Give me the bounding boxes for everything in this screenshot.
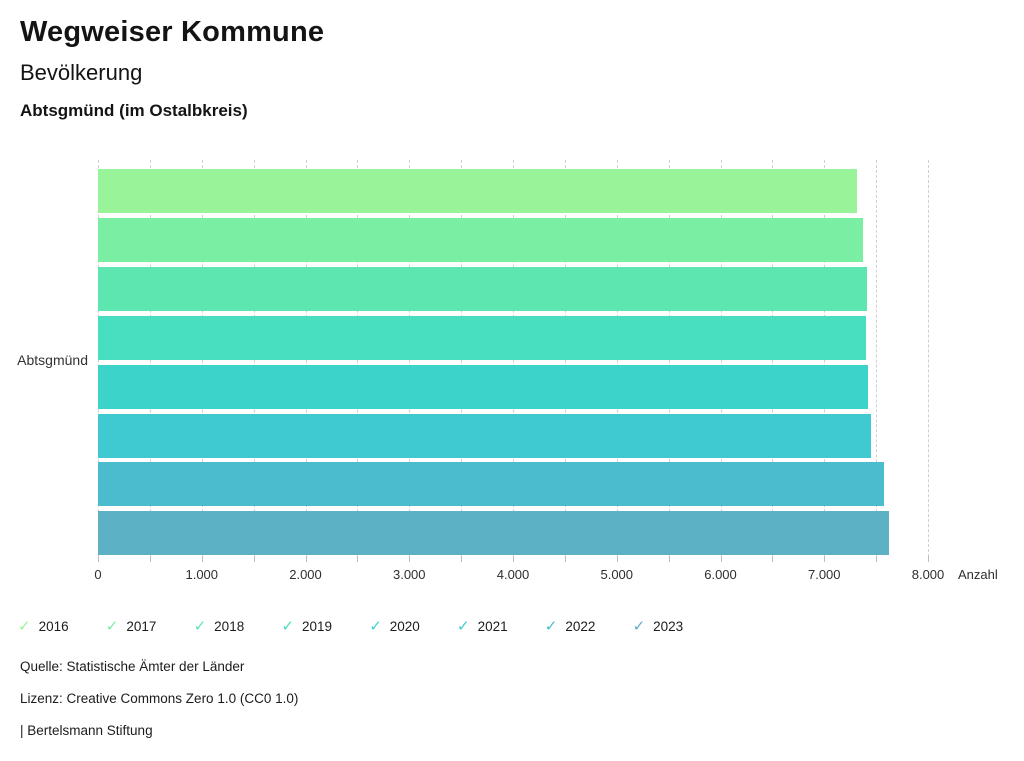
bars	[98, 160, 928, 562]
legend-item-2023[interactable]: ✓ 2023	[633, 618, 721, 636]
axis-tick	[564, 556, 566, 562]
check-icon: ✓	[544, 618, 558, 635]
gridline	[668, 160, 670, 562]
check-icon: ✓	[18, 618, 31, 635]
header: Wegweiser Kommune Bevölkerung Abtsgmünd …	[20, 16, 324, 121]
axis-tick	[668, 556, 670, 562]
axis-tick	[409, 556, 411, 562]
bar-2020[interactable]	[98, 364, 869, 409]
source-text: Quelle: Statistische Ämter der Länder	[20, 659, 245, 674]
axis-tick	[928, 556, 929, 562]
check-icon: ✓	[105, 618, 119, 635]
x-axis-label: 0	[94, 567, 102, 582]
axis-tick	[149, 556, 151, 562]
gridlines	[98, 160, 929, 562]
legend-item-2020[interactable]: ✓ 2020	[369, 618, 457, 636]
axis-tick	[201, 556, 203, 562]
gridline	[201, 160, 203, 562]
x-axis-label: 1.000	[185, 567, 219, 582]
gridline	[564, 160, 566, 562]
legend-item-label: 2016	[38, 619, 69, 634]
y-axis-category-label: Abtsgmünd	[17, 352, 88, 368]
axis-tick	[98, 556, 99, 562]
legend-item-2021[interactable]: ✓ 2021	[457, 618, 545, 636]
axis-tick	[720, 556, 722, 562]
axis-tick	[616, 556, 618, 562]
bar-2023[interactable]	[98, 511, 889, 556]
gridline	[876, 160, 878, 562]
footer: Quelle: Statistische Ämter der Länder Li…	[20, 659, 298, 755]
axis-tick	[876, 556, 878, 562]
bar-2021[interactable]	[98, 413, 872, 458]
attribution-text: | Bertelsmann Stiftung	[20, 723, 153, 738]
axis-tick	[305, 556, 307, 562]
legend-item-2016[interactable]: ✓ 2016	[18, 618, 106, 636]
gridline	[357, 160, 359, 562]
legend-item-label: 2022	[565, 619, 596, 634]
bar-2019[interactable]	[98, 315, 867, 360]
axis-tick	[824, 556, 826, 562]
legend-item-label: 2018	[214, 619, 245, 634]
axis-tick	[461, 556, 463, 562]
bar-2016[interactable]	[98, 169, 858, 213]
chart-title: Bevölkerung	[20, 60, 143, 85]
axis-tick	[357, 556, 359, 562]
gridline	[98, 160, 99, 562]
legend: ✓ 2016 ✓ 2017 ✓ 2018 ✓ 2019 ✓ 2020 ✓ 2021 ✓ 2022 ✓ 2023	[18, 618, 720, 636]
x-axis-label: 5.000	[600, 567, 634, 582]
x-axis-labels: 0 1.000 2.000 3.000 4.000 5.000 6.000 7.000 8.00…	[94, 567, 944, 583]
axis-tick	[513, 556, 514, 562]
legend-item-label: 2020	[389, 619, 420, 634]
x-axis-label: 4.000	[496, 567, 530, 582]
check-icon: ✓	[369, 618, 382, 635]
gridline	[461, 160, 463, 562]
location-title: Abtsgmünd (im Ostalbkreis)	[20, 101, 248, 120]
license-text: Lizenz: Creative Commons Zero 1.0 (CC0 1…	[20, 691, 299, 706]
check-icon: ✓	[632, 618, 646, 635]
x-axis-ticks	[98, 556, 929, 563]
legend-item-2019[interactable]: ✓ 2019	[281, 618, 369, 636]
legend-item-label: 2021	[477, 619, 508, 634]
x-axis-unit-label: Anzahl	[958, 567, 998, 582]
axis-tick	[772, 556, 774, 562]
x-axis-label: 8.000	[911, 567, 945, 582]
legend-item-2017[interactable]: ✓ 2017	[106, 618, 194, 636]
legend-item-label: 2023	[653, 619, 684, 634]
gridline	[720, 160, 722, 562]
app-title: Wegweiser Kommune	[20, 16, 325, 48]
x-axis-label: 7.000	[807, 567, 841, 582]
gridline	[928, 160, 929, 562]
legend-item-2018[interactable]: ✓ 2018	[194, 618, 282, 636]
axis-tick	[253, 556, 255, 562]
legend-item-label: 2019	[301, 619, 333, 634]
gridline	[409, 160, 411, 562]
check-icon: ✓	[456, 618, 470, 635]
gridline	[253, 160, 255, 562]
legend-item-2022[interactable]: ✓ 2022	[545, 618, 633, 636]
gridline	[616, 160, 618, 562]
gridline	[772, 160, 774, 562]
x-axis-label: 2.000	[289, 567, 322, 582]
gridline	[305, 160, 307, 562]
x-axis-label: 6.000	[704, 567, 737, 582]
legend-item-label: 2017	[126, 619, 157, 634]
gridline	[149, 160, 151, 562]
gridline	[513, 160, 514, 562]
check-icon: ✓	[281, 618, 294, 635]
bar-2022[interactable]	[98, 462, 885, 507]
bar-2018[interactable]	[98, 266, 868, 311]
gridline	[824, 160, 826, 562]
bar-2017[interactable]	[98, 217, 863, 262]
check-icon: ✓	[193, 618, 207, 635]
x-axis-label: 3.000	[392, 567, 426, 582]
